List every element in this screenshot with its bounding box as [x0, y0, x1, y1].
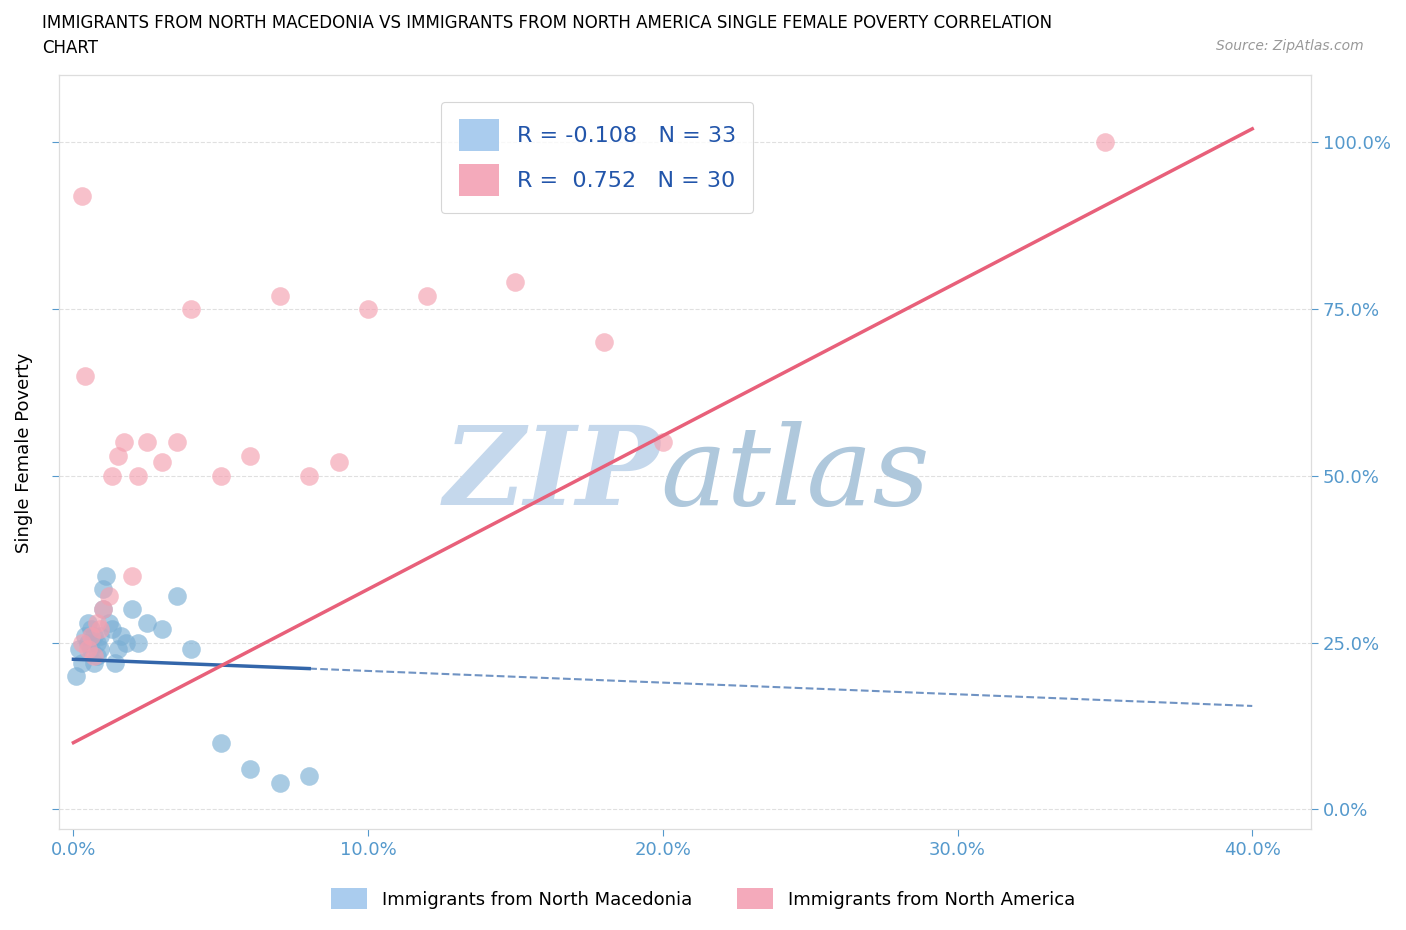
Point: [239, 762, 262, 777]
Text: IMMIGRANTS FROM NORTH MACEDONIA VS IMMIGRANTS FROM NORTH AMERICA SINGLE FEMALE P: IMMIGRANTS FROM NORTH MACEDONIA VS IMMIG…: [42, 14, 1052, 32]
Point: [136, 435, 159, 450]
Point: [97, 589, 120, 604]
Point: [86, 635, 108, 650]
Point: [593, 335, 616, 350]
Point: [180, 301, 202, 316]
Point: [239, 448, 262, 463]
Point: [100, 469, 122, 484]
Point: [65, 669, 87, 684]
Point: [107, 642, 129, 657]
Point: [77, 635, 100, 650]
Point: [298, 768, 321, 783]
Y-axis label: Single Female Poverty: Single Female Poverty: [15, 352, 32, 552]
Point: [72, 635, 94, 650]
Point: [72, 188, 94, 203]
Text: atlas: atlas: [659, 421, 929, 529]
Point: [107, 448, 129, 463]
Point: [83, 655, 105, 670]
Point: [80, 622, 103, 637]
Point: [121, 602, 143, 617]
Point: [80, 642, 103, 657]
Point: [115, 635, 138, 650]
Point: [83, 629, 105, 644]
Point: [94, 568, 117, 583]
Point: [72, 655, 94, 670]
Text: ZIP: ZIP: [443, 421, 659, 529]
Point: [89, 622, 111, 637]
Point: [269, 776, 291, 790]
Point: [75, 368, 97, 383]
Point: [136, 615, 159, 630]
Text: Source: ZipAtlas.com: Source: ZipAtlas.com: [1216, 39, 1364, 53]
Point: [328, 455, 350, 470]
Point: [651, 435, 673, 450]
Point: [104, 655, 127, 670]
Point: [83, 648, 105, 663]
Point: [121, 568, 143, 583]
Point: [209, 736, 232, 751]
Point: [110, 629, 132, 644]
Point: [127, 635, 149, 650]
Point: [100, 622, 122, 637]
Point: [269, 288, 291, 303]
Legend: R = -0.108   N = 33, R =  0.752   N = 30: R = -0.108 N = 33, R = 0.752 N = 30: [441, 101, 754, 213]
Point: [77, 642, 100, 657]
Point: [77, 615, 100, 630]
Point: [91, 582, 114, 597]
Point: [112, 435, 135, 450]
Legend: Immigrants from North Macedonia, Immigrants from North America: Immigrants from North Macedonia, Immigra…: [323, 881, 1083, 916]
Point: [91, 602, 114, 617]
Point: [416, 288, 439, 303]
Point: [67, 642, 90, 657]
Point: [505, 275, 527, 290]
Point: [127, 469, 149, 484]
Point: [150, 455, 173, 470]
Point: [97, 615, 120, 630]
Point: [86, 648, 108, 663]
Point: [80, 629, 103, 644]
Point: [75, 629, 97, 644]
Point: [357, 301, 380, 316]
Point: [166, 435, 188, 450]
Point: [1094, 135, 1116, 150]
Point: [150, 622, 173, 637]
Point: [86, 615, 108, 630]
Point: [89, 629, 111, 644]
Point: [180, 642, 202, 657]
Point: [166, 589, 188, 604]
Point: [91, 602, 114, 617]
Point: [89, 642, 111, 657]
Text: CHART: CHART: [42, 39, 98, 57]
Point: [298, 469, 321, 484]
Point: [209, 469, 232, 484]
